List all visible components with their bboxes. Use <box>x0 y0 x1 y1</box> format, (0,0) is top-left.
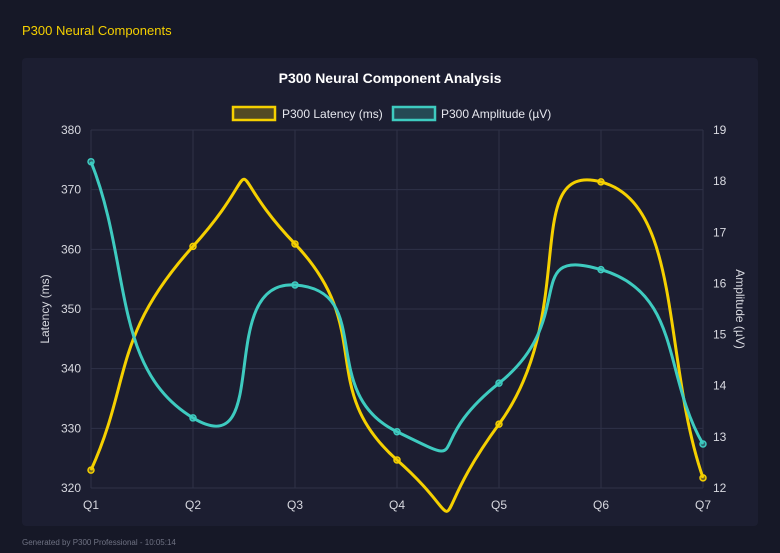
x-tick-label: Q3 <box>287 498 303 512</box>
y2-axis-label: Amplitude (µV) <box>733 269 747 349</box>
y-tick-label: 330 <box>61 421 81 435</box>
y-tick-label: 370 <box>61 183 81 197</box>
y-tick-label: 350 <box>61 302 81 316</box>
legend-swatch <box>391 105 437 122</box>
y2-tick-label: 12 <box>713 481 727 495</box>
x-tick-label: Q5 <box>491 498 507 512</box>
data-point <box>87 157 95 166</box>
y2-tick-label: 17 <box>713 225 727 239</box>
data-point <box>699 440 707 448</box>
x-tick-label: Q1 <box>83 498 99 512</box>
series-line-1 <box>89 161 705 453</box>
y2-tick-label: 15 <box>713 328 727 342</box>
legend-label: P300 Latency (ms) <box>282 107 383 121</box>
data-point <box>189 242 197 251</box>
x-tick-label: Q4 <box>389 498 405 512</box>
chart-card <box>22 58 758 526</box>
data-point <box>699 474 707 482</box>
y-axis-label: Latency (ms) <box>38 274 52 343</box>
data-point <box>87 466 95 474</box>
data-point <box>495 420 503 428</box>
y2-tick-label: 13 <box>713 430 727 444</box>
chart-title: P300 Neural Component Analysis <box>279 70 502 86</box>
data-point <box>189 414 197 422</box>
y2-tick-label: 18 <box>713 174 727 188</box>
data-point <box>393 456 401 464</box>
legend-swatch <box>231 105 277 122</box>
data-point <box>495 379 503 387</box>
data-point <box>291 240 299 248</box>
x-tick-label: Q7 <box>695 498 711 512</box>
y-tick-label: 360 <box>61 242 81 256</box>
y-tick-label: 320 <box>61 481 81 495</box>
y-tick-label: 380 <box>61 123 81 137</box>
x-tick-label: Q2 <box>185 498 201 512</box>
series-line-0 <box>89 177 705 513</box>
legend-label: P300 Amplitude (µV) <box>441 107 551 121</box>
data-point <box>393 427 401 436</box>
y2-tick-label: 14 <box>713 379 727 393</box>
y-tick-label: 340 <box>61 362 81 376</box>
x-tick-label: Q6 <box>593 498 609 512</box>
page-title: P300 Neural Components <box>22 23 172 38</box>
data-point <box>597 178 605 186</box>
footer-text: Generated by P300 Professional - 10:05:1… <box>22 538 176 547</box>
y2-tick-label: 19 <box>713 123 727 137</box>
y2-tick-label: 16 <box>713 276 727 290</box>
data-point <box>597 265 605 274</box>
data-point <box>291 281 299 289</box>
